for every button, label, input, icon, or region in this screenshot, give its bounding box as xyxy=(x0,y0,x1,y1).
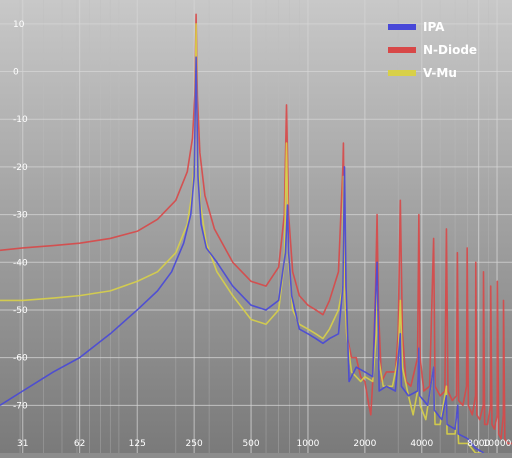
series-line-ipa xyxy=(0,56,485,454)
y-tick-label: -40 xyxy=(13,258,28,268)
legend-swatch xyxy=(388,47,416,53)
y-tick-label: -10 xyxy=(13,115,28,125)
x-tick-label: 4000 xyxy=(410,439,433,449)
legend-swatch xyxy=(388,70,416,76)
x-tick-label: 31 xyxy=(17,439,28,449)
y-tick-label: -50 xyxy=(13,306,28,316)
legend: IPA N-Diode V-Mu xyxy=(388,20,477,80)
legend-label: N-Diode xyxy=(423,43,477,57)
x-tick-label: 2000 xyxy=(353,439,376,449)
x-tick-label: 8000 xyxy=(467,439,490,449)
legend-label: V-Mu xyxy=(423,66,457,80)
x-tick-label: 125 xyxy=(129,439,146,449)
x-tick-label: 10000 xyxy=(483,439,512,449)
y-tick-label: 10 xyxy=(13,20,25,30)
series-layer xyxy=(0,13,512,454)
y-tick-label: -70 xyxy=(13,401,28,411)
x-tick-label: 1000 xyxy=(297,439,320,449)
x-tick-label: 62 xyxy=(74,439,85,449)
y-tick-label: -30 xyxy=(13,211,28,221)
y-tick-label: -60 xyxy=(13,354,28,364)
x-tick-label: 500 xyxy=(242,439,259,449)
y-tick-label: 0 xyxy=(13,68,19,78)
legend-label: IPA xyxy=(423,20,445,34)
y-tick-label: -20 xyxy=(13,163,28,173)
legend-swatch xyxy=(388,24,416,30)
x-tick-label: 250 xyxy=(186,439,203,449)
y-axis-ticks: 10 0 -10 -20 -30 -40 -50 -60 -70 xyxy=(13,20,28,411)
